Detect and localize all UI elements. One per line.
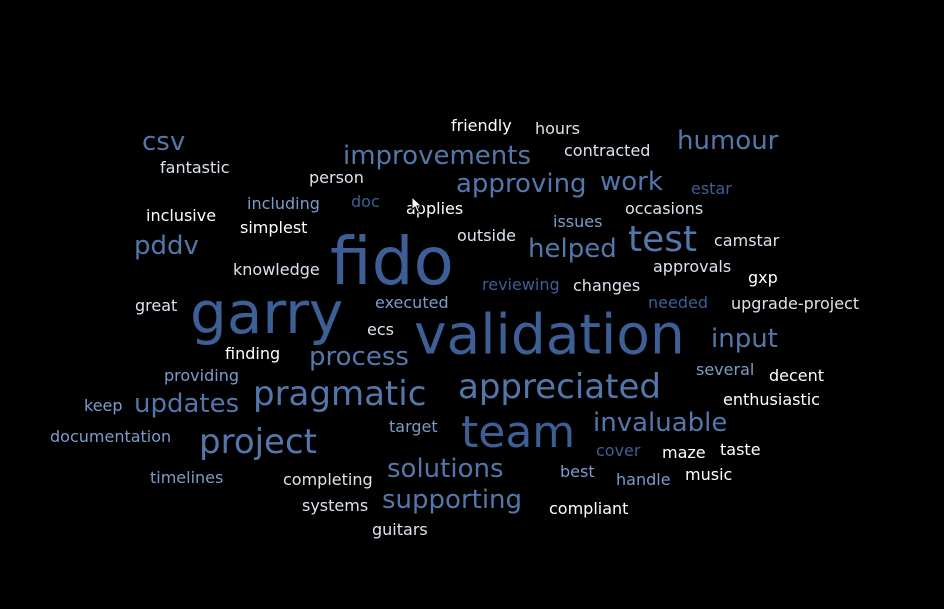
cloud-word-invaluable: invaluable — [593, 408, 728, 438]
cloud-word-process: process — [309, 342, 409, 372]
cloud-word-taste: taste — [720, 440, 761, 459]
cloud-word-keep: keep — [84, 396, 123, 415]
cloud-word-garry: garry — [190, 279, 344, 347]
cloud-word-pragmatic: pragmatic — [253, 374, 427, 414]
cloud-word-doc: doc — [351, 192, 380, 211]
cloud-word-improvements: improvements — [343, 141, 532, 171]
cloud-word-systems: systems — [302, 496, 369, 515]
cloud-word-decent: decent — [769, 366, 825, 385]
cloud-word-enthusiastic: enthusiastic — [723, 390, 820, 409]
cloud-word-test: test — [628, 219, 698, 260]
cloud-word-fantastic: fantastic — [160, 158, 230, 177]
cloud-word-appreciated: appreciated — [458, 367, 661, 407]
cloud-word-work: work — [600, 167, 663, 197]
cloud-word-csv: csv — [142, 127, 186, 157]
cloud-word-upgrade-project: upgrade-project — [731, 294, 860, 313]
cloud-word-gxp: gxp — [748, 268, 778, 287]
cloud-word-guitars: guitars — [372, 520, 428, 539]
cloud-word-maze: maze — [662, 443, 706, 462]
cloud-word-finding: finding — [225, 344, 281, 363]
cloud-word-team: team — [461, 407, 576, 458]
cloud-word-issues: issues — [553, 212, 603, 231]
cloud-word-reviewing: reviewing — [482, 275, 560, 294]
cloud-word-changes: changes — [573, 276, 641, 295]
cloud-word-best: best — [560, 462, 595, 481]
cloud-word-validation: validation — [414, 302, 685, 367]
cloud-word-hours: hours — [535, 119, 580, 138]
cloud-word-including: including — [247, 194, 320, 213]
cloud-word-project: project — [199, 422, 318, 462]
cloud-word-outside: outside — [457, 226, 516, 245]
cloud-word-documentation: documentation — [50, 427, 172, 446]
cloud-word-timelines: timelines — [150, 468, 224, 487]
cloud-word-executed: executed — [375, 293, 449, 312]
cloud-word-great: great — [135, 296, 178, 315]
cloud-word-approving: approving — [456, 169, 587, 199]
cloud-word-person: person — [309, 168, 364, 187]
cloud-word-pddv: pddv — [134, 231, 199, 261]
mouse-cursor-icon — [411, 196, 423, 214]
cloud-word-friendly: friendly — [451, 116, 512, 135]
cloud-word-compliant: compliant — [549, 499, 629, 518]
cloud-word-target: target — [389, 417, 438, 436]
cloud-word-ecs: ecs — [367, 320, 394, 339]
cloud-word-providing: providing — [164, 366, 239, 385]
cloud-word-completing: completing — [283, 470, 373, 489]
cloud-word-inclusive: inclusive — [146, 206, 217, 225]
cloud-word-knowledge: knowledge — [233, 260, 320, 279]
cloud-word-several: several — [696, 360, 755, 379]
cloud-word-camstar: camstar — [714, 231, 780, 250]
cloud-word-estar: estar — [691, 179, 732, 198]
cloud-word-input: input — [711, 324, 778, 354]
cloud-word-humour: humour — [677, 126, 779, 156]
cloud-word-music: music — [685, 465, 733, 484]
cloud-word-helped: helped — [528, 234, 617, 264]
cloud-word-cover: cover — [596, 441, 641, 460]
cloud-word-fido: fido — [330, 223, 454, 300]
cloud-word-solutions: solutions — [387, 454, 504, 484]
cloud-word-occasions: occasions — [625, 199, 704, 218]
cloud-word-updates: updates — [134, 389, 240, 419]
cloud-word-approvals: approvals — [653, 257, 732, 276]
cloud-word-needed: needed — [648, 293, 708, 312]
cloud-word-contracted: contracted — [564, 141, 651, 160]
cloud-word-simplest: simplest — [240, 218, 308, 237]
cloud-word-handle: handle — [616, 470, 671, 489]
cloud-word-supporting: supporting — [382, 485, 523, 515]
